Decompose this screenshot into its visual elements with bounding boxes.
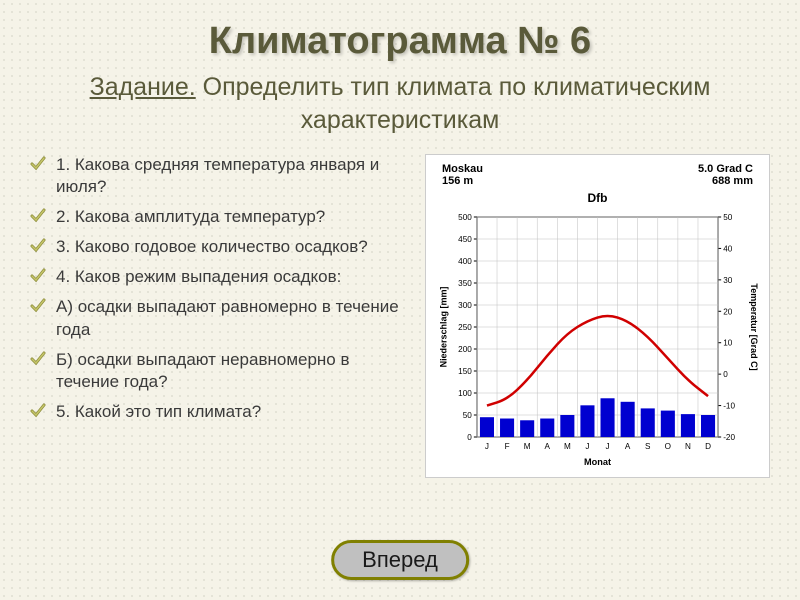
svg-text:200: 200 — [458, 345, 472, 354]
svg-text:20: 20 — [723, 307, 733, 316]
svg-text:350: 350 — [458, 279, 472, 288]
svg-text:J: J — [585, 442, 589, 451]
svg-text:J: J — [606, 442, 610, 451]
checkmark-icon — [30, 403, 48, 419]
svg-text:50: 50 — [463, 411, 473, 420]
svg-text:N: N — [685, 442, 691, 451]
question-text: 4. Каков режим выпадения осадков: — [56, 266, 341, 288]
svg-text:50: 50 — [723, 213, 733, 222]
svg-text:J: J — [485, 442, 489, 451]
checkmark-icon — [30, 238, 48, 254]
question-item: 1. Какова средняя температура января и и… — [30, 154, 410, 198]
svg-text:M: M — [564, 442, 571, 451]
question-item: 4. Каков режим выпадения осадков: — [30, 266, 410, 288]
question-text: 1. Какова средняя температура января и и… — [56, 154, 410, 198]
svg-text:500: 500 — [458, 213, 472, 222]
checkmark-icon — [30, 268, 48, 284]
climograph: Moskau 156 m 5.0 Grad C 688 mm Dfb 0 50 10… — [425, 154, 770, 478]
question-text: А) осадки выпадают равномерно в течение … — [56, 296, 410, 340]
page-title: Климатограмма № 6 — [30, 20, 770, 63]
chart-stats: 5.0 Grad C 688 mm — [698, 163, 753, 187]
subtitle-task: Задание. — [90, 73, 196, 101]
subtitle-text: Определить тип климата по климатическим … — [196, 73, 711, 134]
svg-text:10: 10 — [723, 339, 733, 348]
checkmark-icon — [30, 156, 48, 172]
svg-text:40: 40 — [723, 245, 733, 254]
svg-text:Niederschlag [mm]: Niederschlag [mm] — [438, 287, 448, 368]
koppen-classification: Dfb — [434, 191, 761, 205]
station-name: Moskau — [442, 163, 483, 175]
question-item: 2. Какова амплитуда температур? — [30, 206, 410, 228]
svg-text:450: 450 — [458, 235, 472, 244]
question-text: 2. Какова амплитуда температур? — [56, 206, 325, 228]
questions-list: 1. Какова средняя температура января и и… — [30, 154, 410, 478]
svg-text:A: A — [545, 442, 551, 451]
question-text: Б) осадки выпадают неравномерно в течени… — [56, 349, 410, 393]
question-item: Б) осадки выпадают неравномерно в течени… — [30, 349, 410, 393]
svg-text:-20: -20 — [723, 433, 735, 442]
svg-text:Monat: Monat — [584, 457, 611, 467]
svg-text:A: A — [625, 442, 631, 451]
svg-text:M: M — [524, 442, 531, 451]
svg-text:30: 30 — [723, 276, 733, 285]
svg-text:D: D — [705, 442, 711, 451]
station-elevation: 156 m — [442, 175, 483, 187]
chart-plot: 0 50 100 150 200 250 300 350 400 450 500 -20 -10 0 10 2… — [434, 209, 761, 469]
annual-precip: 688 mm — [698, 175, 753, 187]
svg-text:Temperatur [Grad C]: Temperatur [Grad C] — [749, 283, 759, 370]
svg-text:100: 100 — [458, 389, 472, 398]
question-text: 3. Каково годовое количество осадков? — [56, 236, 368, 258]
svg-text:F: F — [505, 442, 510, 451]
svg-text:-10: -10 — [723, 402, 735, 411]
question-item: 5. Какой это тип климата? — [30, 401, 410, 423]
question-text: 5. Какой это тип климата? — [56, 401, 261, 423]
svg-text:0: 0 — [723, 370, 728, 379]
svg-text:250: 250 — [458, 323, 472, 332]
avg-temp: 5.0 Grad C — [698, 163, 753, 175]
checkmark-icon — [30, 351, 48, 367]
checkmark-icon — [30, 298, 48, 314]
checkmark-icon — [30, 208, 48, 224]
subtitle: Задание. Определить тип климата по клима… — [30, 71, 770, 136]
chart-station: Moskau 156 m — [442, 163, 483, 187]
svg-text:150: 150 — [458, 367, 472, 376]
svg-text:400: 400 — [458, 257, 472, 266]
svg-text:O: O — [665, 442, 671, 451]
question-item: А) осадки выпадают равномерно в течение … — [30, 296, 410, 340]
forward-button[interactable]: Вперед — [331, 540, 469, 580]
svg-text:S: S — [645, 442, 651, 451]
svg-text:300: 300 — [458, 301, 472, 310]
svg-text:0: 0 — [467, 433, 472, 442]
question-item: 3. Каково годовое количество осадков? — [30, 236, 410, 258]
